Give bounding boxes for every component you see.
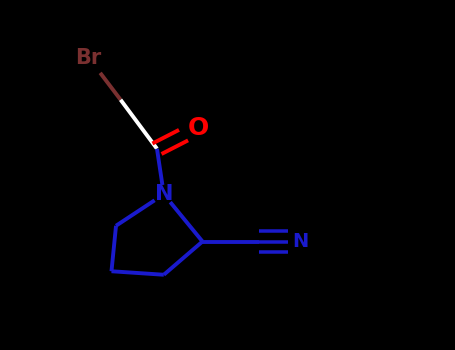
Text: N: N (155, 184, 173, 204)
Text: N: N (292, 232, 308, 251)
Text: O: O (187, 116, 208, 140)
Text: Br: Br (76, 48, 102, 68)
